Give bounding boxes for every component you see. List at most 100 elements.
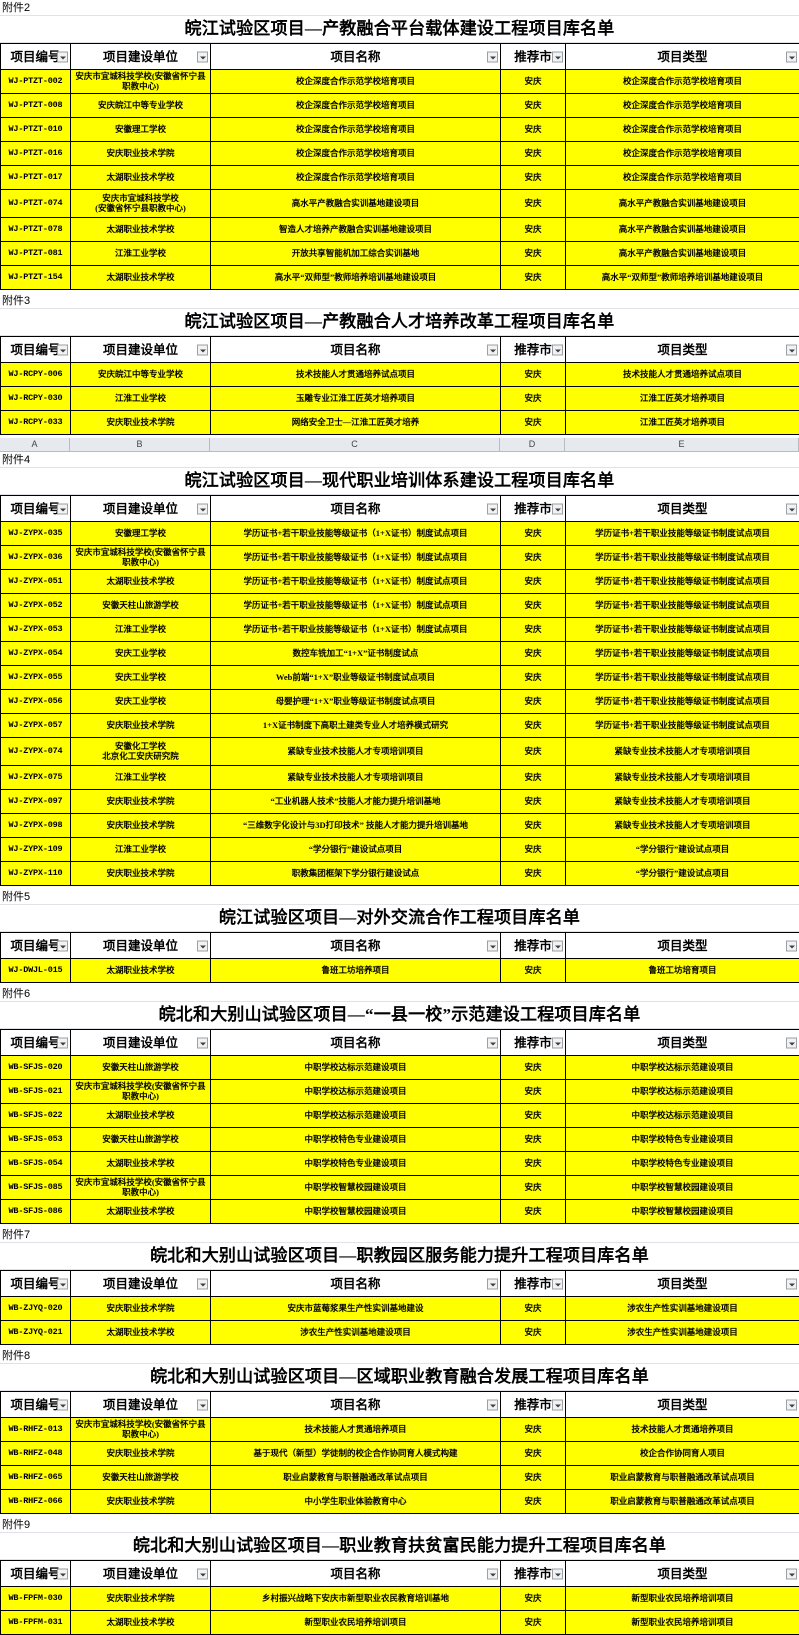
cell-recommend-city[interactable]: 安庆 (501, 618, 566, 642)
cell-project-type[interactable]: 高水平产教融合实训基地建设项目 (566, 218, 799, 242)
cell-recommend-city[interactable]: 安庆 (501, 1104, 566, 1128)
filter-dropdown-icon[interactable] (552, 503, 563, 514)
cell-build-unit[interactable]: 安庆市宜城科技学校(安徽省怀宁县职教中心) (71, 1080, 211, 1104)
cell-project-name[interactable]: 中职学校达标示范建设项目 (211, 1104, 501, 1128)
cell-project-name[interactable]: 技术技能人才贯通培养项目 (211, 1418, 501, 1442)
cell-project-type[interactable]: 学历证书+若干职业技能等级证书制度试点项目 (566, 666, 799, 690)
cell-project-name[interactable]: 职教集团框架下学分银行建设试点 (211, 862, 501, 886)
cell-project-type[interactable]: 校企深度合作示范学校培育项目 (566, 142, 799, 166)
filter-dropdown-icon[interactable] (552, 1037, 563, 1048)
cell-project-id[interactable]: WJ-ZYPX-052 (1, 594, 71, 618)
cell-project-type[interactable]: 紧缺专业技术技能人才专项培训项目 (566, 766, 799, 790)
column-header-0[interactable]: 项目编号 (1, 1271, 71, 1297)
cell-project-id[interactable]: WJ-RCPY-030 (1, 387, 71, 411)
cell-recommend-city[interactable]: 安庆 (501, 190, 566, 218)
cell-build-unit[interactable]: 太湖职业技术学校 (71, 1152, 211, 1176)
cell-recommend-city[interactable]: 安庆 (501, 790, 566, 814)
cell-project-name[interactable]: 高水平产教融合实训基地建设项目 (211, 190, 501, 218)
column-header-4[interactable]: 项目类型 (566, 1030, 799, 1056)
filter-dropdown-icon[interactable] (197, 1278, 208, 1289)
cell-project-id[interactable]: WJ-ZYPX-054 (1, 642, 71, 666)
cell-project-name[interactable]: 校企深度合作示范学校培育项目 (211, 94, 501, 118)
cell-build-unit[interactable]: 太湖职业技术学校 (71, 1200, 211, 1224)
cell-project-id[interactable]: WJ-PTZT-078 (1, 218, 71, 242)
cell-project-type[interactable]: 高水平产教融合实训基地建设项目 (566, 242, 799, 266)
cell-recommend-city[interactable]: 安庆 (501, 738, 566, 766)
cell-recommend-city[interactable]: 安庆 (501, 1176, 566, 1200)
cell-project-name[interactable]: 职业启蒙教育与职普融通改革试点项目 (211, 1466, 501, 1490)
filter-dropdown-icon[interactable] (197, 51, 208, 62)
cell-build-unit[interactable]: 太湖职业技术学校 (71, 166, 211, 190)
cell-project-type[interactable]: 学历证书+若干职业技能等级证书制度试点项目 (566, 714, 799, 738)
cell-recommend-city[interactable]: 安庆 (501, 363, 566, 387)
cell-project-type[interactable]: 涉农生产性实训基地建设项目 (566, 1297, 799, 1321)
filter-dropdown-icon[interactable] (197, 1037, 208, 1048)
cell-recommend-city[interactable]: 安庆 (501, 266, 566, 290)
cell-project-id[interactable]: WJ-ZYPX-098 (1, 814, 71, 838)
cell-project-id[interactable]: WB-FPFM-030 (1, 1587, 71, 1611)
cell-project-type[interactable]: 中职学校达标示范建设项目 (566, 1104, 799, 1128)
cell-project-id[interactable]: WB-ZJYQ-020 (1, 1297, 71, 1321)
filter-dropdown-icon[interactable] (487, 940, 498, 951)
cell-project-type[interactable]: 校企深度合作示范学校培育项目 (566, 70, 799, 94)
cell-recommend-city[interactable]: 安庆 (501, 1418, 566, 1442)
cell-project-name[interactable]: 中职学校特色专业建设项目 (211, 1152, 501, 1176)
cell-build-unit[interactable]: 安庆市宜城科技学校(安徽省怀宁县职教中心) (71, 1176, 211, 1200)
cell-recommend-city[interactable]: 安庆 (501, 838, 566, 862)
cell-recommend-city[interactable]: 安庆 (501, 1056, 566, 1080)
cell-build-unit[interactable]: 安庆职业技术学院 (71, 411, 211, 435)
column-header-0[interactable]: 项目编号 (1, 337, 71, 363)
cell-recommend-city[interactable]: 安庆 (501, 94, 566, 118)
cell-recommend-city[interactable]: 安庆 (501, 242, 566, 266)
cell-build-unit[interactable]: 安庆职业技术学院 (71, 714, 211, 738)
cell-build-unit[interactable]: 太湖职业技术学校 (71, 218, 211, 242)
cell-build-unit[interactable]: 安庆皖江中等专业学校 (71, 363, 211, 387)
cell-recommend-city[interactable]: 安庆 (501, 118, 566, 142)
filter-dropdown-icon[interactable] (197, 1399, 208, 1410)
filter-dropdown-icon[interactable] (57, 1278, 68, 1289)
column-header-1[interactable]: 项目建设单位 (71, 337, 211, 363)
cell-build-unit[interactable]: 安徽理工学校 (71, 118, 211, 142)
cell-project-type[interactable]: 职业启蒙教育与职普融通改革试点项目 (566, 1490, 799, 1514)
cell-project-id[interactable]: WJ-ZYPX-057 (1, 714, 71, 738)
cell-recommend-city[interactable]: 安庆 (501, 166, 566, 190)
cell-project-id[interactable]: WJ-PTZT-016 (1, 142, 71, 166)
cell-build-unit[interactable]: 安庆皖江中等专业学校 (71, 94, 211, 118)
column-header-1[interactable]: 项目建设单位 (71, 933, 211, 959)
column-header-4[interactable]: 项目类型 (566, 337, 799, 363)
cell-project-id[interactable]: WB-SFJS-085 (1, 1176, 71, 1200)
cell-project-name[interactable]: 学历证书+若干职业技能等级证书（1+X证书）制度试点项目 (211, 618, 501, 642)
cell-project-id[interactable]: WJ-DWJL-015 (1, 959, 71, 983)
cell-recommend-city[interactable]: 安庆 (501, 1152, 566, 1176)
cell-build-unit[interactable]: 太湖职业技术学校 (71, 266, 211, 290)
cell-project-id[interactable]: WJ-ZYPX-075 (1, 766, 71, 790)
cell-project-id[interactable]: WJ-PTZT-008 (1, 94, 71, 118)
cell-project-name[interactable]: 校企深度合作示范学校培育项目 (211, 70, 501, 94)
column-header-4[interactable]: 项目类型 (566, 1271, 799, 1297)
cell-project-name[interactable]: 校企深度合作示范学校培育项目 (211, 142, 501, 166)
cell-build-unit[interactable]: 江淮工业学校 (71, 766, 211, 790)
column-header-0[interactable]: 项目编号 (1, 933, 71, 959)
cell-project-name[interactable]: 新型职业农民培养培训项目 (211, 1611, 501, 1635)
filter-dropdown-icon[interactable] (786, 940, 797, 951)
column-header-1[interactable]: 项目建设单位 (71, 44, 211, 70)
cell-project-type[interactable]: 紧缺专业技术技能人才专项培训项目 (566, 738, 799, 766)
filter-dropdown-icon[interactable] (487, 1037, 498, 1048)
filter-dropdown-icon[interactable] (487, 344, 498, 355)
cell-build-unit[interactable]: 安徽化工学校北京化工安庆研究院 (71, 738, 211, 766)
cell-project-type[interactable]: 学历证书+若干职业技能等级证书制度试点项目 (566, 642, 799, 666)
column-header-1[interactable]: 项目建设单位 (71, 1392, 211, 1418)
cell-project-id[interactable]: WB-SFJS-086 (1, 1200, 71, 1224)
cell-project-name[interactable]: 紧缺专业技术技能人才专项培训项目 (211, 766, 501, 790)
column-header-4[interactable]: 项目类型 (566, 933, 799, 959)
column-header-2[interactable]: 项目名称 (211, 496, 501, 522)
cell-project-id[interactable]: WB-SFJS-020 (1, 1056, 71, 1080)
cell-recommend-city[interactable]: 安庆 (501, 546, 566, 570)
cell-recommend-city[interactable]: 安庆 (501, 522, 566, 546)
cell-project-type[interactable]: 学历证书+若干职业技能等级证书制度试点项目 (566, 618, 799, 642)
cell-project-name[interactable]: “学分银行”建设试点项目 (211, 838, 501, 862)
filter-dropdown-icon[interactable] (552, 344, 563, 355)
cell-project-id[interactable]: WB-RHFZ-013 (1, 1418, 71, 1442)
cell-build-unit[interactable]: 安徽理工学校 (71, 522, 211, 546)
filter-dropdown-icon[interactable] (197, 940, 208, 951)
